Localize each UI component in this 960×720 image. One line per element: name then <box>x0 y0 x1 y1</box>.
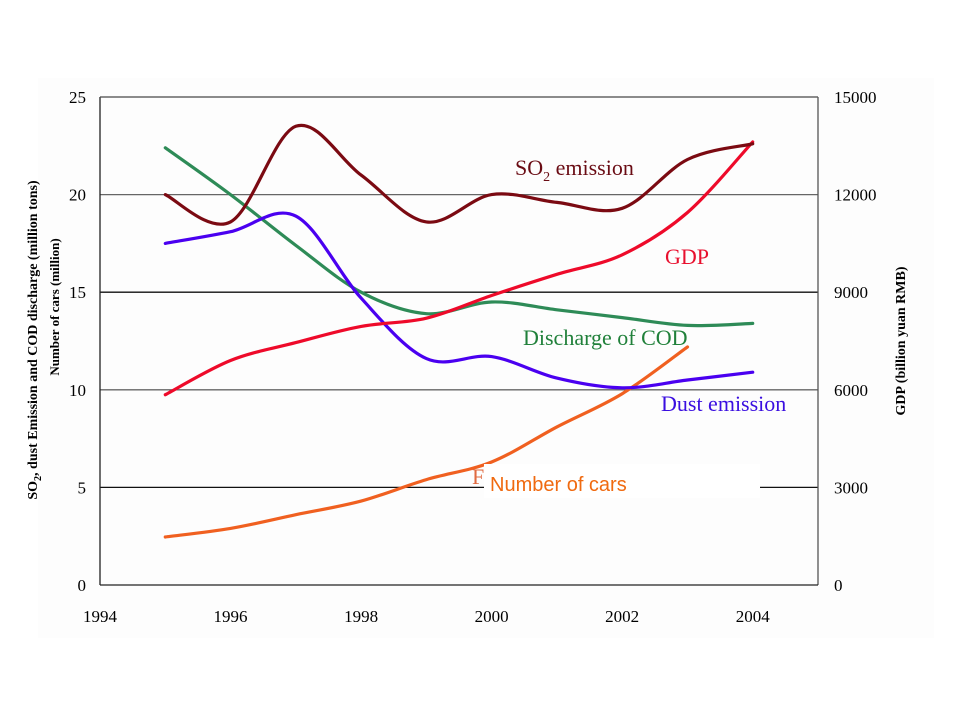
gridlines <box>100 96 818 489</box>
y2-tick-label: 6000 <box>834 381 868 400</box>
series-line-so2-emission <box>163 123 755 226</box>
y-tick-label: 10 <box>69 381 86 400</box>
plot-frame <box>99 96 819 586</box>
y-axis-title: SO2, dust Emission and COD discharge (mi… <box>26 180 44 500</box>
y2-axis-title: GDP (billion yuan RMB) <box>894 266 909 415</box>
so2-emission-label: SO2 emission <box>515 155 634 185</box>
y-axis-secondary-title: Number of cars (million) <box>47 238 62 375</box>
chart-background <box>38 78 934 638</box>
cars-label-underlay: F <box>472 464 484 489</box>
y2-tick-label: 3000 <box>834 478 868 497</box>
x-tick-label: 1994 <box>83 607 118 626</box>
y-tick-label: 25 <box>69 88 86 107</box>
cars-label-box <box>484 464 760 498</box>
x-ticks: 1994 1996 1998 2000 2002 2004 <box>83 607 770 626</box>
series-line-number-of-cars <box>163 345 690 539</box>
x-tick-label: 2004 <box>736 607 771 626</box>
y-tick-label: 20 <box>69 186 86 205</box>
left-y-ticks: 0 5 10 15 20 25 <box>69 88 86 595</box>
y2-tick-label: 15000 <box>834 88 877 107</box>
y-tick-label: 15 <box>69 283 86 302</box>
cod-label: Discharge of COD <box>523 325 688 350</box>
x-tick-label: 1996 <box>214 607 248 626</box>
right-y-ticks: 0 3000 6000 9000 12000 15000 <box>834 88 877 595</box>
y2-tick-label: 9000 <box>834 283 868 302</box>
x-tick-label: 2000 <box>475 607 509 626</box>
number-of-cars-label: Number of cars <box>490 474 627 496</box>
series-lines <box>163 123 755 539</box>
y-tick-label: 5 <box>78 478 87 497</box>
y2-tick-label: 0 <box>834 576 843 595</box>
y2-tick-label: 12000 <box>834 186 877 205</box>
x-tick-label: 2002 <box>605 607 639 626</box>
series-line-dust-emission <box>163 211 755 390</box>
dust-emission-label: Dust emission <box>661 391 786 416</box>
gdp-label: GDP <box>665 244 709 269</box>
x-tick-label: 1998 <box>344 607 378 626</box>
y-tick-label: 0 <box>78 576 87 595</box>
series-line-gdp <box>163 140 755 397</box>
